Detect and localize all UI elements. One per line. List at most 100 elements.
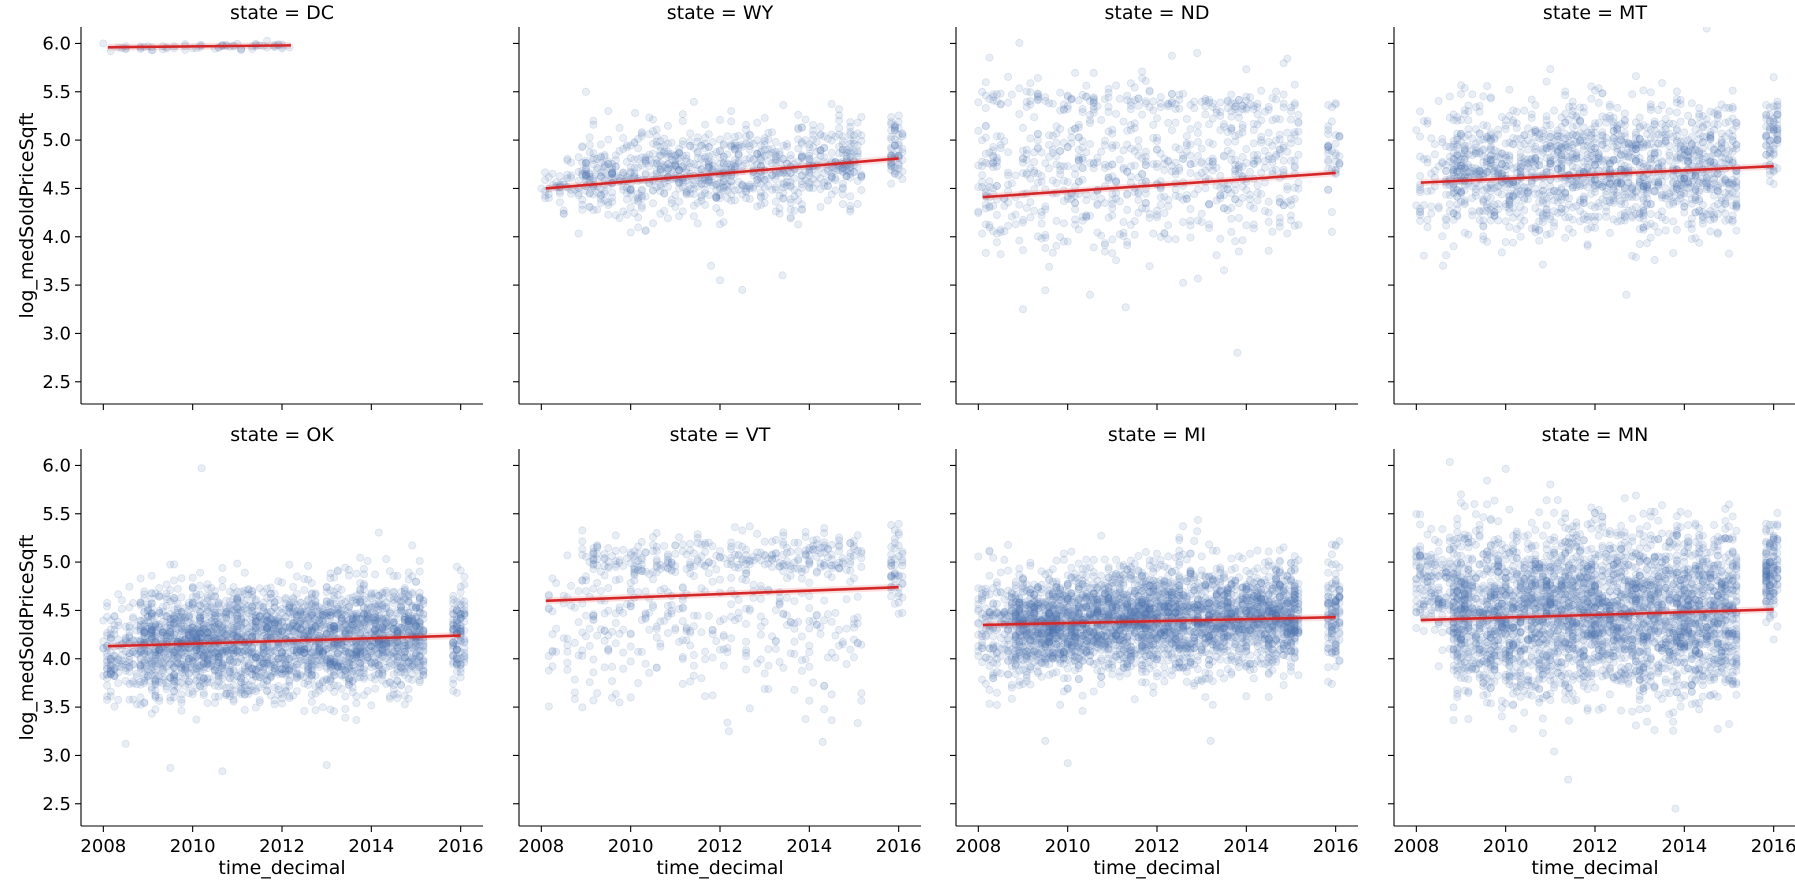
scatter-point bbox=[585, 140, 594, 149]
scatter-point bbox=[1728, 136, 1737, 145]
scatter-point bbox=[1594, 180, 1603, 189]
scatter-point bbox=[1728, 188, 1737, 197]
y-tick-label: 2.5 bbox=[42, 372, 71, 393]
scatter-point bbox=[1661, 133, 1670, 142]
scatter-point-outlier bbox=[778, 271, 787, 280]
scatter-point bbox=[1074, 145, 1083, 154]
scatter-point bbox=[805, 184, 814, 193]
scatter-point bbox=[1063, 192, 1072, 201]
scatter-point bbox=[1416, 188, 1425, 197]
scatter-point bbox=[1676, 175, 1685, 184]
scatter-point bbox=[626, 154, 635, 163]
scatter-point bbox=[663, 214, 672, 223]
scatter-point bbox=[783, 142, 792, 151]
scatter-point bbox=[667, 155, 676, 164]
scatter-point bbox=[1669, 119, 1678, 128]
scatter-point bbox=[1275, 213, 1284, 222]
scatter-point bbox=[1253, 155, 1262, 164]
scatter-point bbox=[1725, 192, 1734, 201]
scatter-point bbox=[1550, 137, 1559, 146]
scatter-point bbox=[147, 660, 156, 669]
scatter-point bbox=[1561, 118, 1570, 127]
scatter-point bbox=[1527, 113, 1536, 122]
scatter-point bbox=[1542, 208, 1551, 217]
scatter-point bbox=[1512, 189, 1521, 198]
scatter-point bbox=[1022, 155, 1031, 164]
scatter-point bbox=[1283, 198, 1292, 207]
scatter-point bbox=[1464, 168, 1473, 177]
scatter-point bbox=[1713, 120, 1722, 129]
scatter-point bbox=[1613, 124, 1622, 133]
scatter-point bbox=[1290, 130, 1299, 139]
scatter-point bbox=[1457, 162, 1466, 171]
scatter-point bbox=[229, 674, 238, 683]
scatter-point bbox=[1658, 139, 1667, 148]
scatter-point bbox=[992, 97, 1001, 106]
scatter-point bbox=[853, 141, 862, 150]
scatter-point bbox=[1287, 211, 1296, 220]
scatter-point bbox=[1449, 171, 1458, 180]
scatter-point bbox=[989, 153, 998, 162]
scatter-point bbox=[1698, 208, 1707, 217]
scatter-point bbox=[1208, 156, 1217, 165]
scatter-point bbox=[233, 616, 242, 625]
scatter-point bbox=[1687, 234, 1696, 243]
scatter-point bbox=[1538, 217, 1547, 226]
scatter-point bbox=[1249, 151, 1258, 160]
scatter-point bbox=[1769, 145, 1778, 154]
scatter-point bbox=[277, 604, 286, 613]
scatter-point bbox=[1557, 143, 1566, 152]
scatter-point bbox=[641, 192, 650, 201]
scatter-point bbox=[1553, 159, 1562, 168]
scatter-point bbox=[151, 691, 160, 700]
scatter-point bbox=[727, 141, 736, 150]
scatter-point bbox=[1205, 200, 1214, 209]
scatter-point bbox=[1015, 236, 1024, 245]
scatter-point bbox=[1639, 208, 1648, 217]
scatter-point bbox=[1078, 212, 1087, 221]
scatter-point bbox=[716, 135, 725, 144]
scatter-point bbox=[1019, 154, 1028, 163]
scatter-point bbox=[637, 132, 646, 141]
scatter-point bbox=[1471, 169, 1480, 178]
scatter-point bbox=[1658, 156, 1667, 165]
scatter-point bbox=[1773, 106, 1782, 115]
scatter-point bbox=[820, 181, 829, 190]
scatter-point bbox=[1698, 219, 1707, 228]
scatter-point bbox=[304, 561, 313, 570]
scatter-point bbox=[237, 593, 246, 602]
scatter-point bbox=[1695, 148, 1704, 157]
scatter-point bbox=[1494, 166, 1503, 175]
scatter-point bbox=[1134, 94, 1143, 103]
scatter-point bbox=[1460, 106, 1469, 115]
scatter-point bbox=[1067, 139, 1076, 148]
scatter-point bbox=[1542, 205, 1551, 214]
scatter-point bbox=[1654, 130, 1663, 139]
scatter-point bbox=[853, 199, 862, 208]
scatter-point bbox=[1112, 188, 1121, 197]
scatter-point bbox=[1056, 124, 1065, 133]
scatter-point bbox=[671, 162, 680, 171]
scatter-point bbox=[1531, 127, 1540, 136]
scatter-point bbox=[645, 150, 654, 159]
scatter-point bbox=[1056, 170, 1065, 179]
scatter-point bbox=[992, 238, 1001, 247]
scatter-point bbox=[1546, 191, 1555, 200]
scatter-point bbox=[1208, 114, 1217, 123]
scatter-point bbox=[701, 189, 710, 198]
scatter-point bbox=[1130, 230, 1139, 239]
scatter-point bbox=[1223, 138, 1232, 147]
scatter-point bbox=[1509, 139, 1518, 148]
scatter-point bbox=[1479, 196, 1488, 205]
scatter-point bbox=[1516, 221, 1525, 230]
scatter-point-outlier bbox=[716, 276, 725, 285]
scatter-point bbox=[1264, 128, 1273, 137]
scatter-point bbox=[1672, 154, 1681, 163]
scatter-point bbox=[682, 157, 691, 166]
scatter-point bbox=[1587, 176, 1596, 185]
scatter-point bbox=[1283, 185, 1292, 194]
scatter-point bbox=[1762, 141, 1771, 150]
scatter-point bbox=[1468, 163, 1477, 172]
scatter-point bbox=[1695, 147, 1704, 156]
scatter-point bbox=[835, 116, 844, 125]
